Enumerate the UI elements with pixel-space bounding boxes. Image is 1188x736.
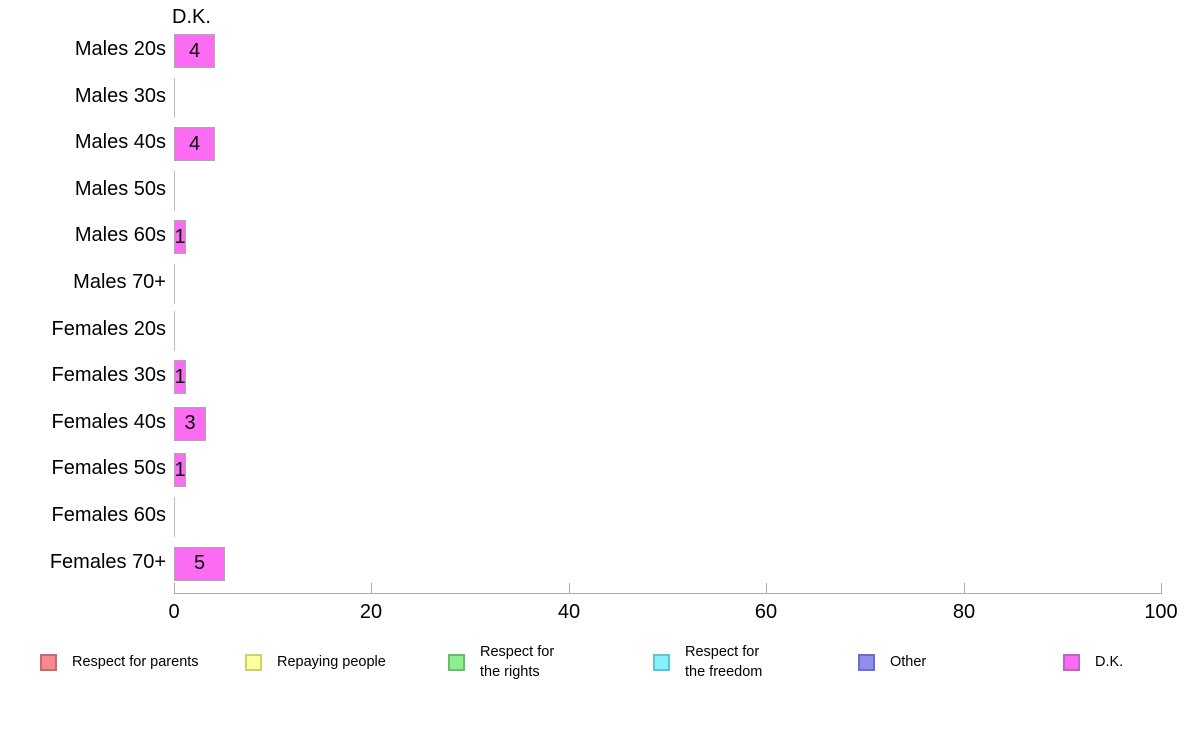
category-label: Females 40s — [51, 410, 167, 433]
legend-item-label: D.K. — [1095, 653, 1124, 670]
bar: 4 — [174, 34, 215, 68]
x-axis-tick — [766, 583, 767, 593]
legend-swatch — [858, 653, 875, 671]
category-label: Males 50s — [74, 177, 166, 200]
bar: 4 — [174, 127, 215, 162]
legend-item-label: Respect for the freedom — [685, 643, 763, 680]
bar-value-label: 1 — [174, 365, 186, 388]
legend-swatch — [245, 653, 262, 671]
legend-item: Respect for the rights — [448, 642, 554, 682]
legend-item: Other — [858, 642, 926, 682]
legend-item: D.K. — [1063, 642, 1123, 682]
bar: 1 — [174, 453, 186, 488]
bar: 1 — [174, 220, 186, 255]
legend-item: Repaying people — [245, 642, 386, 682]
x-axis-tick — [569, 583, 570, 593]
x-axis-tick-label: 0 — [168, 601, 180, 623]
x-axis-line — [174, 593, 1162, 594]
bar-value-label: 4 — [188, 132, 201, 155]
bar-value-label: 1 — [174, 225, 186, 248]
legend-item: Respect for parents — [40, 642, 199, 682]
x-axis-tick — [964, 583, 965, 593]
bar-value-label: 1 — [174, 458, 186, 481]
bar-value-label: 3 — [184, 412, 196, 435]
zero-value-bar — [174, 497, 175, 537]
x-axis-tick-label: 60 — [754, 601, 778, 623]
x-axis-tick — [371, 583, 372, 593]
x-axis-tick-label: 20 — [359, 601, 383, 623]
bar: 5 — [174, 546, 225, 581]
x-axis-tick-label: 40 — [557, 601, 581, 623]
legend-item: Respect for the freedom — [653, 642, 762, 682]
x-axis-tick-label: 80 — [952, 601, 976, 623]
legend-item-label: Repaying people — [277, 653, 386, 670]
legend-swatch — [448, 653, 465, 671]
category-label: Males 40s — [74, 131, 166, 154]
x-axis-tick-label: 100 — [1144, 601, 1178, 623]
category-label: Males 20s — [74, 38, 166, 60]
category-label: Males 30s — [74, 84, 166, 107]
category-label: Males 60s — [74, 224, 166, 247]
legend-swatch — [653, 653, 670, 671]
legend-swatch — [1063, 653, 1080, 671]
bar-value-label: 5 — [193, 552, 206, 575]
legend-swatch — [40, 653, 57, 671]
zero-value-bar — [174, 170, 175, 211]
chart-title: D.K. — [172, 6, 211, 28]
category-label: Females 50s — [51, 457, 167, 480]
x-axis-tick — [1161, 583, 1162, 593]
category-label: Females 30s — [51, 364, 167, 387]
zero-value-bar — [174, 77, 175, 118]
category-label: Males 70+ — [73, 271, 166, 293]
bar: 3 — [174, 406, 206, 441]
category-label: Females 60s — [51, 504, 167, 526]
zero-value-bar — [174, 310, 175, 351]
zero-value-bar — [174, 264, 175, 304]
x-axis-tick — [174, 583, 175, 593]
category-label: Females 70+ — [49, 550, 166, 573]
bar: 1 — [174, 360, 186, 395]
legend-item-label: Other — [890, 653, 927, 670]
category-label: Females 20s — [51, 317, 167, 340]
legend-item-label: Respect for parents — [72, 653, 199, 670]
bar-value-label: 4 — [188, 39, 201, 62]
legend-item-label: Respect for the rights — [480, 643, 555, 680]
